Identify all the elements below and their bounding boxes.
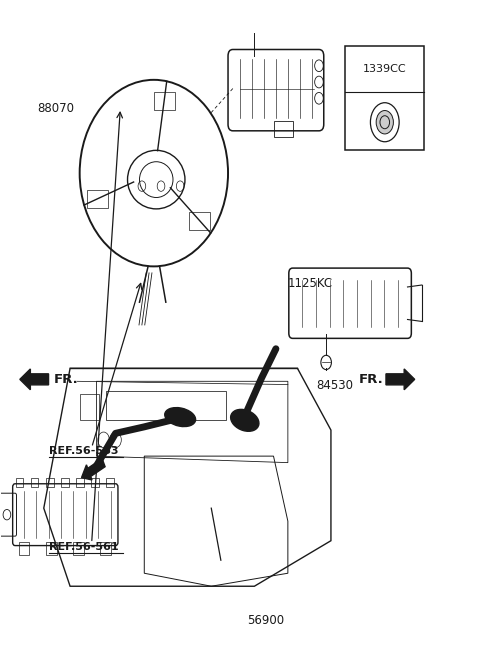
Bar [19,542,29,556]
Bar [154,92,175,110]
FancyArrow shape [386,369,415,390]
Ellipse shape [165,408,196,426]
Bar [46,542,57,556]
FancyArrow shape [20,369,48,390]
Circle shape [376,111,394,134]
Bar [107,478,114,487]
Bar [100,542,111,556]
Bar [61,478,69,487]
Text: 1125KC: 1125KC [288,277,333,290]
Bar [87,190,108,208]
Text: 88070: 88070 [37,102,74,115]
Bar [46,478,53,487]
Bar [76,478,84,487]
Text: FR.: FR. [53,373,78,386]
Bar [106,391,226,421]
Text: REF.56-563: REF.56-563 [48,446,118,456]
Text: 1339CC: 1339CC [363,64,407,74]
Bar [31,478,38,487]
Bar [345,46,424,151]
Bar [91,478,99,487]
Text: 56900: 56900 [247,614,284,627]
Bar [189,212,210,230]
Ellipse shape [231,409,259,432]
Text: FR.: FR. [359,373,384,386]
Bar [80,394,99,421]
Bar [73,542,84,556]
Bar [274,121,293,138]
Bar [15,478,23,487]
Text: 84530: 84530 [317,379,354,393]
Text: REF.56-561: REF.56-561 [48,542,118,552]
FancyArrow shape [82,458,105,480]
